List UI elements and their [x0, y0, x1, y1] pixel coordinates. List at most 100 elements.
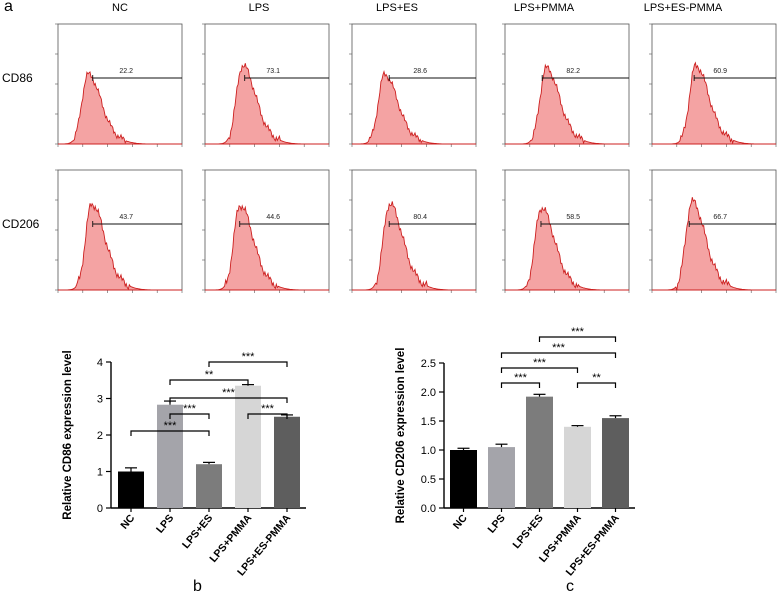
- column-label-lps-es-pmma: LPS+ES-PMMA: [643, 2, 723, 14]
- y-tick-label: 2.0: [421, 387, 436, 399]
- significance-label: ***: [514, 372, 528, 384]
- bar-lps-pmma: [564, 426, 591, 508]
- histogram-curve: [505, 63, 629, 145]
- gate-value: 82.2: [566, 68, 580, 75]
- significance-bracket: [538, 336, 617, 342]
- y-tick-label: 2.5: [421, 358, 436, 370]
- panel-label-c: c: [566, 578, 574, 595]
- bar-chart-b: 0 1 2 3 4 Relative CD86 expression level NC LPS…: [62, 350, 306, 578]
- bar-lps-es: [526, 396, 553, 508]
- histogram-curve: [652, 61, 776, 145]
- significance-bracket: [500, 382, 541, 388]
- histogram-curve: [205, 63, 329, 145]
- column-label-lps: LPS: [248, 2, 270, 14]
- x-tick-label: NC: [118, 512, 137, 532]
- bar-lps-pmma: [235, 385, 261, 508]
- significance-label: ***: [222, 387, 236, 399]
- x-tick-label: LPS+ES: [180, 512, 215, 551]
- bar-chart-c: 0.0 0.5 1.0 1.5 2.0 2.5 Relative CD206 express…: [395, 326, 635, 578]
- histogram-frame: [57, 169, 183, 291]
- significance-bracket: [576, 382, 617, 388]
- histogram-frame: [504, 169, 630, 291]
- y-tick-label: 4: [97, 357, 103, 369]
- significance-label: ***: [183, 403, 197, 415]
- significance-bracket: [208, 361, 288, 367]
- histogram-curve: [205, 204, 329, 291]
- y-tick-label: 1: [97, 467, 103, 479]
- column-label-nc: NC: [112, 2, 128, 14]
- y-tick-label: 2: [97, 430, 103, 442]
- gate-value: 58.5: [566, 214, 580, 221]
- gate-value: 80.4: [413, 214, 427, 221]
- bar-lps-es-pmma: [602, 418, 629, 508]
- histogram-cd206-0: 43.7: [55, 169, 183, 293]
- histogram-curve: [652, 197, 776, 291]
- significance-label: **: [592, 372, 601, 384]
- gate-value: 28.6: [413, 68, 427, 75]
- significance-label: **: [205, 369, 214, 381]
- y-tick-label: 1.5: [421, 416, 436, 428]
- histogram-cd86-2: 28.6: [349, 23, 477, 147]
- bar-charts: 0 1 2 3 4 Relative CD86 expression level NC LPS…: [62, 326, 635, 578]
- x-tick-label: LPS+ES: [511, 512, 546, 551]
- histogram-curve: [352, 69, 476, 145]
- gate-value: 73.1: [266, 68, 280, 75]
- gate-value: 60.9: [713, 68, 727, 75]
- significance-bracket: [500, 352, 617, 358]
- significance-label: ***: [242, 351, 256, 363]
- significance-bracket: [130, 430, 210, 436]
- significance-label: ***: [261, 403, 275, 415]
- flow-histogram-grid: 22.2 73.1 28.6 82.2 60.9 43.7 44.6 80.4 58.5 66.7: [55, 23, 777, 293]
- bar-nc: [118, 471, 144, 508]
- significance-bracket: [169, 397, 288, 403]
- histogram-frame: [204, 169, 330, 291]
- panel-label-a: a: [4, 0, 13, 15]
- row-label-cd206: CD206: [2, 217, 40, 231]
- row-label-cd86: CD86: [2, 71, 33, 85]
- y-tick-label: 0.5: [421, 474, 436, 486]
- y-axis-title: Relative CD206 expression level: [395, 348, 407, 524]
- y-tick-label: 0: [97, 503, 103, 515]
- column-label-lps-es: LPS+ES: [376, 2, 418, 14]
- histogram-cd86-4: 60.9: [649, 23, 777, 147]
- panel-label-b: b: [193, 578, 202, 595]
- significance-bracket: [247, 413, 288, 419]
- gate-value: 66.7: [713, 214, 727, 221]
- bar-lps: [157, 404, 183, 508]
- y-tick-label: 1.0: [421, 445, 436, 457]
- histogram-curve: [58, 202, 182, 291]
- bar-lps: [488, 447, 515, 508]
- bar-nc: [450, 450, 477, 508]
- y-axis-title: Relative CD86 expression level: [62, 350, 74, 519]
- histogram-cd86-0: 22.2: [55, 23, 183, 147]
- x-tick-label: NC: [451, 512, 470, 532]
- significance-label: ***: [164, 420, 178, 432]
- histogram-curve: [505, 206, 629, 291]
- x-tick-label: LPS: [154, 512, 176, 535]
- significance-label: ***: [533, 357, 547, 369]
- bar-lps-es-pmma: [274, 416, 300, 508]
- column-label-lps-pmma: LPS+PMMA: [513, 2, 575, 14]
- y-tick-label: 3: [97, 394, 103, 406]
- y-tick-label: 0.0: [421, 503, 436, 515]
- significance-bracket: [169, 413, 210, 419]
- bar-lps-es: [196, 464, 222, 508]
- histogram-frame: [351, 23, 477, 145]
- histogram-cd86-3: 82.2: [502, 23, 630, 147]
- histogram-curve: [58, 71, 182, 145]
- histogram-cd206-2: 80.4: [349, 169, 477, 293]
- histogram-cd206-3: 58.5: [502, 169, 630, 293]
- histogram-cd86-1: 73.1: [202, 23, 330, 147]
- significance-label: ***: [552, 342, 566, 354]
- histogram-cd206-1: 44.6: [202, 169, 330, 293]
- significance-bracket: [500, 367, 579, 373]
- gate-value: 43.7: [119, 214, 133, 221]
- histogram-frame: [57, 23, 183, 145]
- gate-value: 22.2: [119, 68, 133, 75]
- gate-value: 44.6: [266, 214, 280, 221]
- histogram-cd206-4: 66.7: [649, 169, 777, 293]
- histogram-curve: [352, 201, 476, 291]
- significance-label: ***: [571, 326, 585, 338]
- x-tick-label: LPS: [485, 512, 507, 535]
- significance-bracket: [169, 379, 249, 385]
